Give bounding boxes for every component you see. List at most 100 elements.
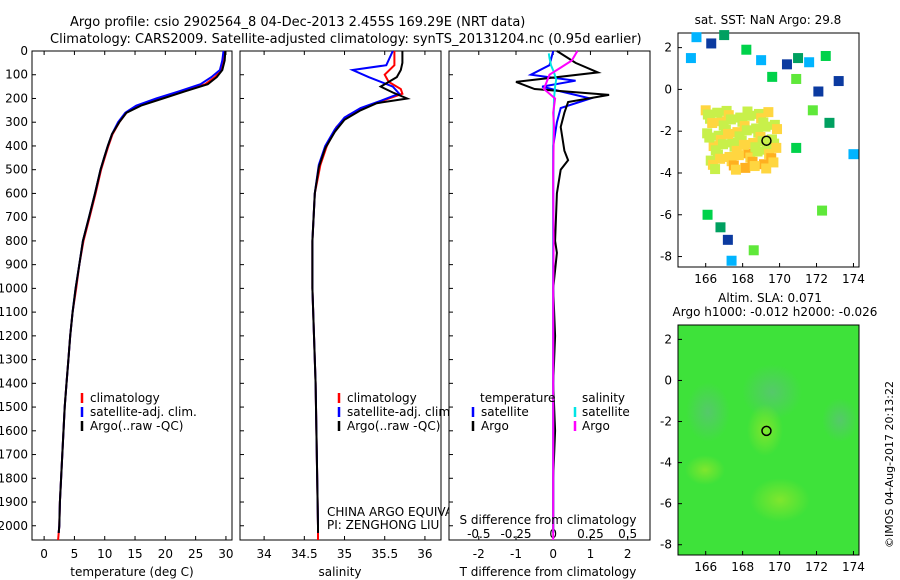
sst-lat-label: -8 [660,250,672,264]
salinity-x-ticks: 34 34.5 35 35.5 36 [240,50,433,561]
sla-map-ticks: 166 168 170 172 174 2 0 -2 -4 -6 -8 [660,332,865,574]
sst-pixel [733,150,744,161]
sst-pixel [824,117,835,128]
temperature-x-tick-label: 20 [158,547,173,561]
difference-s-axis-ticks: -0.5 -0.25 0 0.25 0.5 [467,527,637,541]
depth-tick-label: 600 [5,186,28,200]
salinity-xlabel: salinity [318,565,361,579]
difference-s-label: S difference from climatology [460,513,637,527]
sst-pixel [738,139,749,150]
sst-pixel [791,142,802,153]
sst-map-ticks: 166 168 170 172 174 2 0 -2 -4 -6 -8 [660,41,865,286]
sla-lat-label: -8 [660,538,672,552]
difference-xlabel: T difference from climatology [459,565,637,579]
temperature-x-tick-label: 30 [218,547,233,561]
temperature-legend-label: climatology [90,391,160,405]
salinity-legend-label: climatology [347,391,417,405]
temperature-x-tick-label: 10 [97,547,112,561]
salinity-plot-frame [239,50,442,541]
sst-pixel [804,57,815,68]
temperature-legend-label: satellite-adj. clim. [90,405,197,419]
salinity-line-argo-raw-qc- [311,51,411,533]
depth-tick-label: 200 [5,91,28,105]
sst-pixel [723,128,734,139]
sst-pixel [717,139,728,150]
sst-pixel [749,161,760,172]
sst-pixel [710,164,721,175]
sst-pixel [741,44,752,55]
sst-pixel [793,53,804,64]
sst-pixel [820,50,831,61]
sla-lon-label: 168 [731,560,754,574]
difference-x-tick-label: 1 [587,547,595,561]
sla-lat-label: -4 [660,456,672,470]
figure-title-line2: Climatology: CARS2009. Satellite-adjuste… [50,32,642,47]
depth-axis-labels: 0 100 200 300 400 500 600 700 800 900 1000 1100 1200… [0,44,28,533]
depth-tick-label: 1700 [0,448,28,462]
salinity-x-tick-label: 36 [417,547,432,561]
depth-tick-label: 900 [5,258,28,272]
sst-pixel [704,132,715,143]
sst-pixel [730,164,741,175]
difference-s-tick-label: 0.25 [577,527,604,541]
sst-pixel [772,124,783,135]
temperature-legend-label: Argo(..raw -QC) [90,419,183,433]
sst-pixel [685,53,696,64]
difference-s-tick-label: 0.5 [618,527,637,541]
sla-high-patch [747,404,783,456]
temperature-x-ticks: 0 5 10 15 20 25 30 [32,50,234,561]
sla-low-patch [686,382,730,442]
sla-profile-marker [761,425,772,437]
sst-map-title: sat. SST: NaN Argo: 29.8 [695,13,842,27]
sla-lon-label: 172 [805,560,828,574]
sst-pixel [781,59,792,70]
sla-lat-label: 2 [664,332,672,346]
sst-pixel [715,153,726,164]
sla-low-patch [742,364,802,420]
sst-pixel [707,118,718,129]
depth-tick-label: 1600 [0,424,28,438]
difference-plot-frame [448,50,651,541]
imos-timestamp: ©IMOS 04-Aug-2017 20:13:22 [883,381,896,548]
sla-map-title-line2: Argo h1000: -0.012 h2000: -0.026 [673,305,878,319]
difference-legend-label: Argo [481,419,509,433]
sst-lat-label: -6 [660,208,672,222]
temperature-xlabel: temperature (deg C) [70,565,193,579]
sst-lon-label: 174 [842,272,865,286]
sla-lon-label: 174 [842,560,865,574]
sst-lon-label: 166 [694,272,717,286]
sst-pixel [726,255,737,266]
salinity-x-tick-label: 35.5 [371,547,398,561]
depth-tick-label: 300 [5,115,28,129]
depth-tick-label: 500 [5,163,28,177]
sla-anomaly-patches [685,364,858,522]
temperature-x-tick-label: 15 [127,547,142,561]
salinity-series [311,50,411,540]
depth-tick-label: 1100 [0,305,28,319]
sst-pixel [741,125,752,136]
depth-tick-label: 1200 [0,329,28,343]
temperature-line-argo-raw-qc- [57,50,227,533]
sla-lat-label: 0 [664,373,672,387]
depth-tick-label: 1400 [0,376,28,390]
sla-low-patch [822,398,858,442]
sst-lon-label: 172 [805,272,828,286]
depth-tick-label: 0 [20,44,28,58]
sst-pixel [767,71,778,82]
sst-pixels [685,30,859,266]
sst-pixel [817,205,828,216]
sst-pixel [744,110,755,121]
sst-pixel [768,157,779,168]
difference-legend-label: satellite [582,405,630,419]
salinity-x-tick-label: 35 [337,547,352,561]
depth-tick-label: 700 [5,210,28,224]
temperature-x-tick-label: 5 [71,547,79,561]
sst-pixel [702,209,713,220]
sla-lat-label: -6 [660,497,672,511]
temperature-series [57,50,227,541]
difference-x-tick-label: -2 [473,547,485,561]
difference-s-tick-label: -0.25 [500,527,531,541]
